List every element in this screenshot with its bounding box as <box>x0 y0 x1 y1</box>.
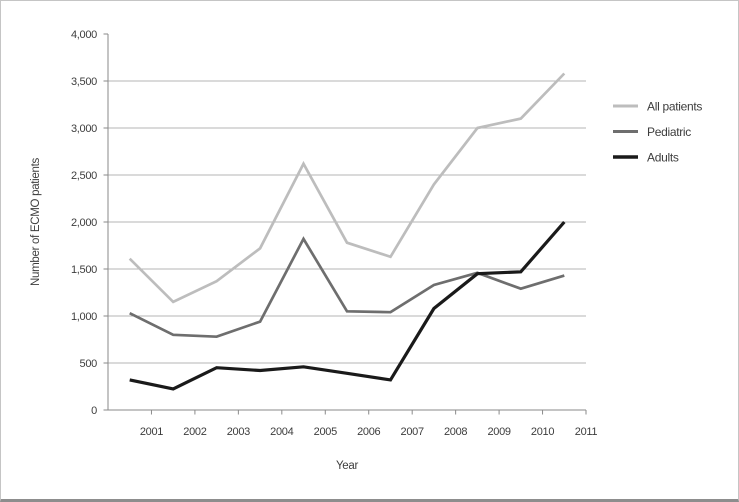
series-line-pediatric <box>129 236 565 339</box>
series-layer <box>128 72 566 391</box>
x-tick-label: 2002 <box>183 426 206 438</box>
x-tick-label: 2008 <box>444 426 467 438</box>
y-tick-label: 2,000 <box>71 217 97 229</box>
y-tick-label: 1,000 <box>71 311 97 323</box>
y-tick-label: 4,000 <box>71 29 97 41</box>
y-tick-label: 2,500 <box>71 170 97 182</box>
legend-item-pediatric: Pediatric <box>613 125 692 139</box>
legend-label: Adults <box>647 151 679 165</box>
legend-item-adults: Adults <box>613 151 679 165</box>
x-axis-title: Year <box>336 460 359 472</box>
x-tick-label: 2011 <box>575 426 598 438</box>
x-tick-label: 2010 <box>531 426 554 438</box>
legend-item-all-patients: All patients <box>613 100 703 114</box>
x-tick-label: 2003 <box>227 426 250 438</box>
x-tick-label: 2007 <box>401 426 424 438</box>
axes-layer: 0 500 1,000 1,500 2,000 2,500 3,000 3,500 4,000 2… <box>71 29 598 438</box>
x-tick-label: 2001 <box>140 426 163 438</box>
legend: All patients Pediatric Adults <box>613 100 703 165</box>
series-line-all-patients <box>128 72 566 304</box>
y-tick-label: 1,500 <box>71 264 97 276</box>
x-tick-label: 2006 <box>357 426 380 438</box>
legend-label: Pediatric <box>647 125 691 139</box>
y-tick-label: 0 <box>91 405 97 417</box>
y-tick-label: 3,000 <box>71 123 97 135</box>
y-axis-title: Number of ECMO patients <box>30 157 42 286</box>
x-tick-label: 2005 <box>314 426 337 438</box>
y-tick-label: 500 <box>80 358 98 370</box>
gridlines-layer <box>108 80 586 364</box>
x-tick-label: 2004 <box>270 426 293 438</box>
y-tick-label: 3,500 <box>71 76 97 88</box>
x-tick-label: 2009 <box>487 426 510 438</box>
legend-label: All patients <box>647 100 702 114</box>
series-line-adults <box>129 220 566 391</box>
